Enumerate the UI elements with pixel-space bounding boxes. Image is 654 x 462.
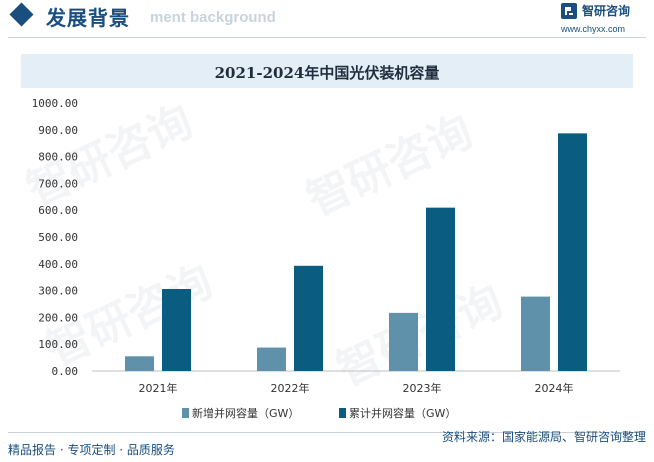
bar-new [257, 347, 286, 371]
data-source: 资料来源：国家能源局、智研咨询整理 [441, 430, 646, 444]
legend-label: 新增并网容量（GW） [192, 406, 299, 420]
logo-icon [561, 3, 577, 19]
footer-tagline: 精品报告 · 专项定制 · 品质服务 [8, 443, 175, 457]
header: 发展背景 ment background 智研咨询 www.chyxx.com [0, 0, 654, 38]
section-title-english: ment background [150, 9, 276, 26]
footer-divider [8, 432, 646, 433]
y-tick-label: 1000.00 [32, 97, 78, 110]
legend-swatch [339, 408, 346, 418]
section-title: 发展背景 [46, 6, 130, 30]
y-tick-label: 200.00 [38, 311, 78, 324]
x-tick-label: 2023年 [403, 381, 442, 395]
bar-cumulative [294, 265, 323, 371]
x-tick-label: 2021年 [139, 381, 178, 395]
legend-swatch [182, 408, 189, 418]
y-tick-label: 600.00 [38, 204, 78, 217]
bar-new [389, 312, 418, 371]
bar-cumulative [426, 207, 455, 371]
y-tick-label: 100.00 [38, 338, 78, 351]
bar-new [125, 356, 154, 371]
chart-title: 2021-2024年中国光伏装机容量 [214, 64, 440, 82]
x-tick-label: 2022年 [271, 381, 310, 395]
logo-text: 智研咨询 [582, 4, 631, 18]
x-tick-label: 2024年 [535, 381, 574, 395]
y-tick-label: 500.00 [38, 231, 78, 244]
y-tick-label: 0.00 [52, 365, 79, 378]
y-tick-label: 400.00 [38, 258, 78, 271]
logo-url[interactable]: www.chyxx.com [561, 24, 626, 34]
bar-cumulative [162, 288, 191, 371]
y-tick-label: 800.00 [38, 151, 78, 164]
y-tick-label: 900.00 [38, 124, 78, 137]
legend-label: 累计并网容量（GW） [349, 406, 456, 420]
y-tick-label: 300.00 [38, 285, 78, 298]
y-tick-label: 700.00 [38, 177, 78, 190]
chart-title-bar: 2021-2024年中国光伏装机容量 [21, 54, 633, 88]
bar-cumulative [558, 133, 587, 371]
bar-new [521, 296, 550, 371]
header-divider [8, 37, 646, 38]
